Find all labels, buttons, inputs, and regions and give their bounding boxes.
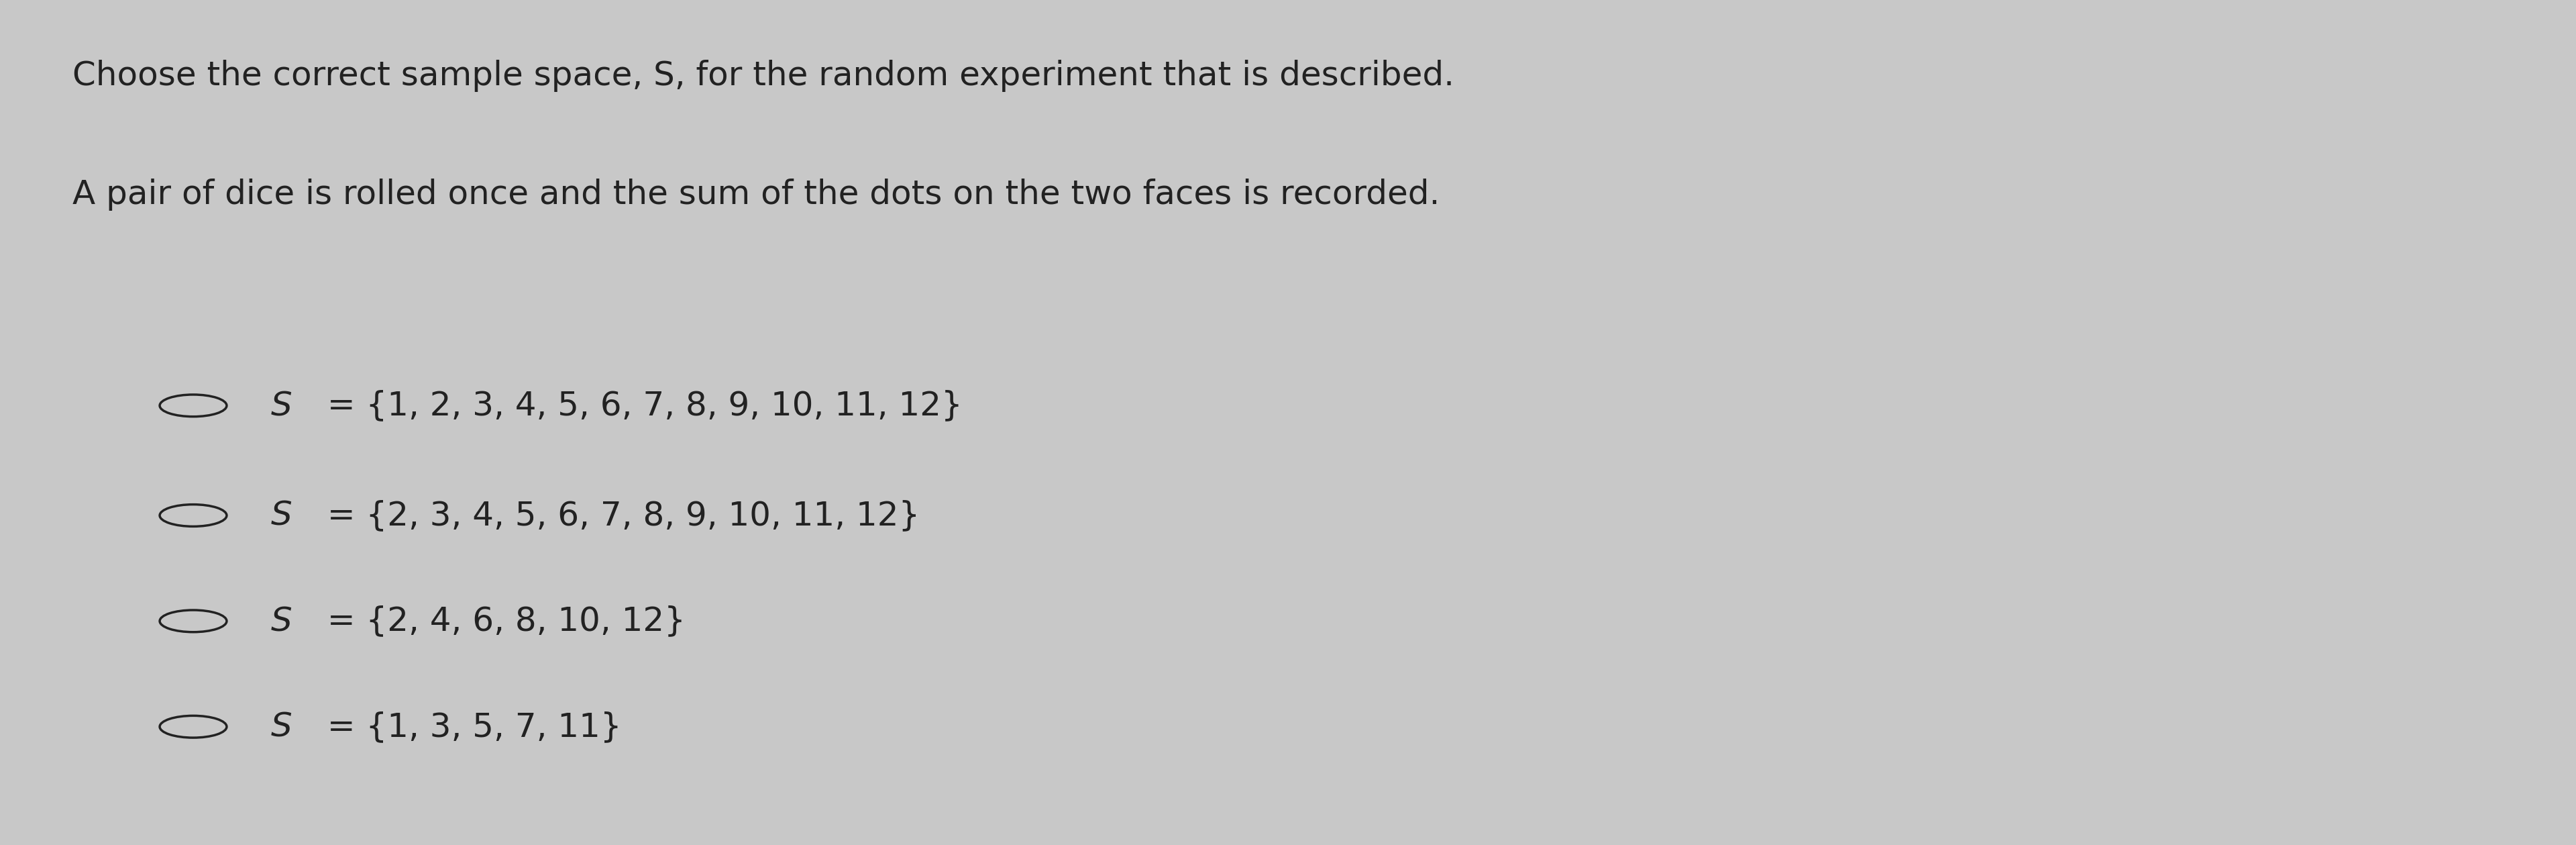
Text: A pair of dice is rolled once and the sum of the dots on the two faces is record: A pair of dice is rolled once and the su…: [72, 178, 1440, 210]
Text: = {1, 2, 3, 4, 5, 6, 7, 8, 9, 10, 11, 12}: = {1, 2, 3, 4, 5, 6, 7, 8, 9, 10, 11, 12…: [317, 390, 963, 422]
Text: = {2, 3, 4, 5, 6, 7, 8, 9, 10, 11, 12}: = {2, 3, 4, 5, 6, 7, 8, 9, 10, 11, 12}: [317, 499, 920, 532]
Text: $S$: $S$: [270, 499, 291, 532]
Text: $S$: $S$: [270, 605, 291, 637]
Text: $S$: $S$: [270, 390, 291, 422]
Text: $S$: $S$: [270, 711, 291, 743]
Text: = {1, 3, 5, 7, 11}: = {1, 3, 5, 7, 11}: [317, 711, 621, 743]
Text: = {2, 4, 6, 8, 10, 12}: = {2, 4, 6, 8, 10, 12}: [317, 605, 685, 637]
Text: Choose the correct sample space, S, for the random experiment that is described.: Choose the correct sample space, S, for …: [72, 60, 1453, 92]
